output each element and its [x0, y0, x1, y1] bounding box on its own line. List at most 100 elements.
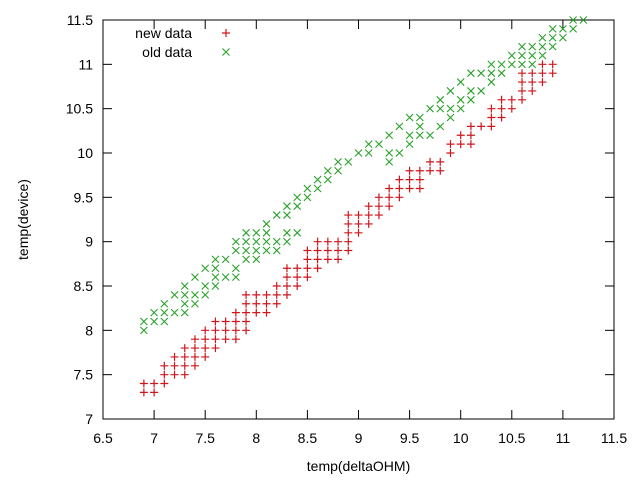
x-tick-label: 10	[453, 430, 469, 446]
point-old-data	[262, 246, 271, 255]
point-old-data	[405, 113, 414, 122]
point-old-data	[436, 122, 445, 131]
point-old-data	[354, 149, 363, 157]
point-old-data	[548, 33, 557, 42]
point-old-data-glyph	[487, 60, 496, 69]
x-tick-label: 7.5	[195, 430, 215, 446]
point-new-data-glyph	[303, 255, 312, 264]
point-old-data-glyph	[283, 237, 291, 246]
point-old-data-glyph	[446, 87, 455, 95]
point-new-data	[497, 104, 506, 113]
point-old-data-glyph	[415, 122, 424, 131]
point-new-data-glyph	[518, 78, 527, 87]
point-old-data-glyph	[467, 87, 475, 95]
point-new-data-glyph	[282, 264, 291, 273]
point-old-data-glyph	[150, 308, 158, 317]
point-new-data	[538, 60, 547, 69]
point-new-data-glyph	[374, 211, 383, 220]
point-new-data-glyph	[282, 282, 291, 290]
point-old-data-glyph	[242, 237, 250, 246]
point-old-data-glyph	[334, 157, 342, 166]
point-new-data	[405, 184, 414, 193]
point-old-data	[231, 273, 240, 282]
point-new-data-glyph	[221, 317, 230, 326]
point-old-data-glyph	[180, 308, 189, 317]
point-old-data-glyph	[426, 104, 434, 113]
point-new-data	[201, 326, 210, 335]
point-old-data	[385, 131, 394, 140]
point-old-data	[415, 113, 424, 122]
point-new-data	[528, 86, 537, 95]
point-new-data-glyph	[201, 335, 210, 344]
point-new-data-glyph	[323, 237, 332, 246]
point-old-data-glyph	[252, 246, 261, 255]
point-new-data	[242, 308, 251, 317]
point-old-data-glyph	[221, 273, 230, 282]
point-new-data-glyph	[334, 237, 343, 246]
point-old-data	[272, 211, 281, 219]
point-old-data-glyph	[323, 166, 332, 175]
point-old-data	[518, 51, 526, 60]
point-new-data	[211, 335, 220, 344]
point-new-data	[344, 219, 353, 228]
point-old-data-glyph	[354, 149, 363, 157]
point-new-data	[518, 69, 527, 78]
x-axis-label: temp(deltaOHM)	[307, 458, 410, 474]
point-old-data-glyph	[579, 16, 588, 24]
point-new-data-glyph	[538, 60, 547, 69]
point-new-data-glyph	[507, 104, 516, 113]
point-old-data-glyph	[436, 122, 445, 131]
point-new-data	[201, 352, 210, 361]
point-new-data-glyph	[528, 86, 537, 95]
point-old-data	[313, 184, 322, 193]
point-new-data	[190, 361, 199, 370]
y-tick-label: 11	[78, 56, 93, 72]
point-new-data-glyph	[160, 361, 169, 370]
point-new-data-glyph	[231, 317, 240, 326]
point-new-data-glyph	[252, 308, 261, 317]
point-old-data	[334, 166, 342, 175]
point-new-data	[180, 370, 189, 379]
point-old-data-glyph	[487, 78, 496, 86]
point-old-data-glyph	[180, 290, 189, 299]
point-new-data-glyph	[354, 219, 363, 228]
point-old-data	[262, 228, 271, 237]
point-old-data-glyph	[405, 140, 414, 149]
point-old-data-glyph	[497, 60, 506, 69]
point-new-data	[180, 344, 189, 353]
point-new-data	[242, 317, 251, 326]
point-new-data-glyph	[180, 352, 189, 361]
point-new-data	[344, 237, 353, 246]
point-new-data	[201, 344, 210, 353]
series-old-data	[139, 16, 588, 335]
x-tick-label: 11	[556, 430, 571, 446]
point-old-data-glyph	[385, 157, 394, 166]
point-old-data	[528, 60, 537, 69]
point-new-data	[334, 255, 343, 264]
point-old-data	[180, 299, 189, 308]
point-new-data	[221, 335, 230, 344]
point-old-data	[242, 255, 250, 264]
point-old-data	[334, 157, 342, 166]
point-old-data-glyph	[283, 202, 291, 211]
point-new-data-glyph	[262, 299, 271, 308]
point-old-data	[283, 228, 291, 237]
point-old-data	[160, 308, 169, 317]
point-old-data-glyph	[364, 140, 373, 149]
point-old-data-glyph	[262, 220, 271, 228]
point-old-data	[395, 149, 404, 157]
point-new-data-glyph	[456, 131, 465, 140]
point-new-data-glyph	[180, 344, 189, 353]
point-old-data	[313, 175, 322, 184]
point-new-data	[303, 246, 312, 255]
point-old-data	[252, 255, 261, 264]
x-tick-label: 10.5	[498, 430, 525, 446]
x-tick-label: 8.5	[298, 430, 318, 446]
point-new-data	[538, 69, 547, 78]
point-old-data-glyph	[405, 131, 414, 140]
point-new-data	[242, 299, 251, 308]
point-new-data-glyph	[415, 175, 424, 184]
point-new-data-glyph	[231, 335, 240, 344]
point-new-data	[231, 335, 240, 344]
point-old-data	[283, 237, 291, 246]
